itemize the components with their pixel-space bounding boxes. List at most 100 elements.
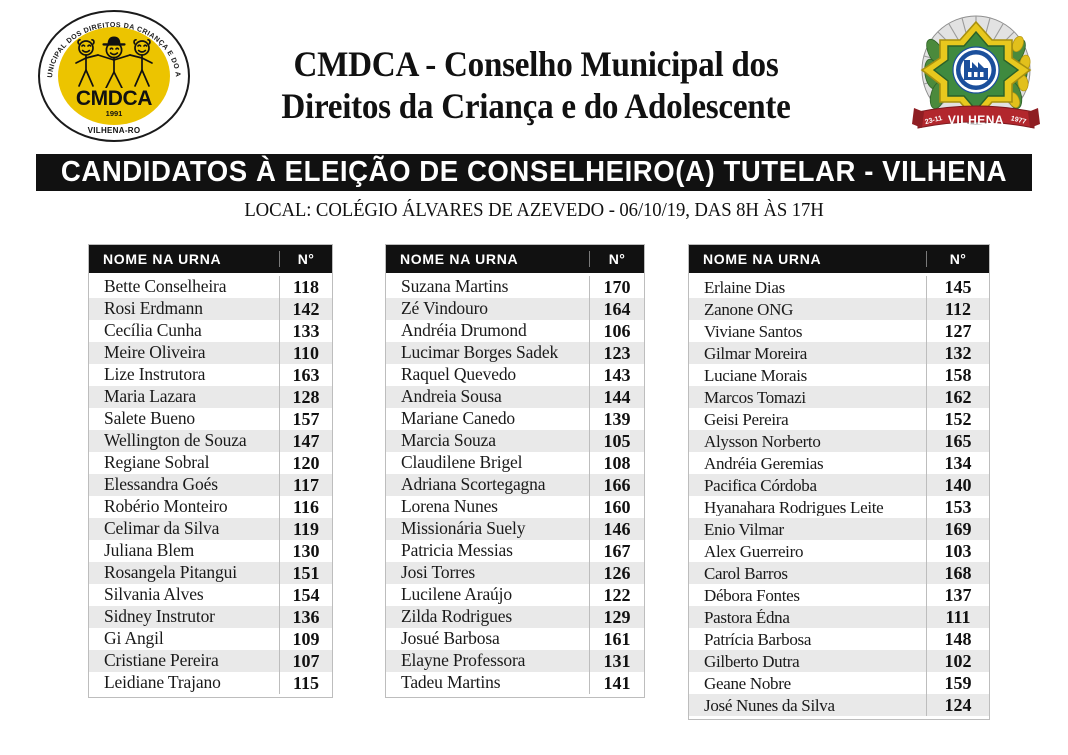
candidate-number: 116 <box>279 496 332 518</box>
poster-title: CMDCA - Conselho Municipal dos Direitos … <box>223 44 849 128</box>
candidate-number: 140 <box>926 474 989 496</box>
table-row: Alex Guerreiro 103 <box>689 540 989 562</box>
candidate-number: 161 <box>589 628 644 650</box>
candidate-number: 144 <box>589 386 644 408</box>
table-row: Geane Nobre 159 <box>689 672 989 694</box>
table-row: Mariane Canedo 139 <box>386 408 644 430</box>
table-row: Enio Vilmar 169 <box>689 518 989 540</box>
candidate-number: 168 <box>926 562 989 584</box>
candidate-number: 152 <box>926 408 989 430</box>
candidate-name: Débora Fontes <box>704 586 800 604</box>
table-row: Gilberto Dutra 102 <box>689 650 989 672</box>
vilhena-ribbon-date: 23-11 <box>924 115 943 126</box>
candidate-number: 148 <box>926 628 989 650</box>
candidate-number: 105 <box>589 430 644 452</box>
table-header-row: NOME NA URNA N° <box>689 245 989 273</box>
candidate-name: Josué Barbosa <box>401 630 500 648</box>
candidate-number: 137 <box>926 584 989 606</box>
candidate-name: Patrícia Barbosa <box>704 630 812 648</box>
candidate-table-2: NOME NA URNA N° Suzana Martins 170 Zé Vind… <box>385 244 645 698</box>
table-row: Maria Lazara 128 <box>89 386 332 408</box>
candidate-name: Hyanahara Rodrigues Leite <box>704 498 884 516</box>
cmdca-logo-year: 1991 <box>105 109 123 118</box>
candidate-number: 139 <box>589 408 644 430</box>
candidate-name: Pacifica Córdoba <box>704 476 817 494</box>
candidate-number: 151 <box>279 562 332 584</box>
candidate-number: 170 <box>589 276 644 298</box>
table-row: Josué Barbosa 161 <box>386 628 644 650</box>
candidate-name: Elessandra Goés <box>104 476 218 494</box>
candidate-name: Juliana Blem <box>104 542 195 560</box>
candidate-number: 128 <box>279 386 332 408</box>
table-body: Erlaine Dias 145 Zanone ONG 112 Viviane Sant… <box>689 273 989 719</box>
table-body: Suzana Martins 170 Zé Vindouro 164 Andréia D… <box>386 273 644 697</box>
table-row: Meire Oliveira 110 <box>89 342 332 364</box>
candidate-number: 165 <box>926 430 989 452</box>
table-row: Cristiane Pereira 107 <box>89 650 332 672</box>
candidate-name: Alex Guerreiro <box>704 542 804 560</box>
candidate-name: Lucilene Araújo <box>401 586 512 604</box>
candidate-number: 158 <box>926 364 989 386</box>
candidate-name: Carol Barros <box>704 564 788 582</box>
candidate-name: Gilberto Dutra <box>704 652 800 670</box>
table-row: Sidney Instrutor 136 <box>89 606 332 628</box>
candidate-number: 164 <box>589 298 644 320</box>
candidate-name: Viviane Santos <box>704 322 803 340</box>
candidate-name: Geane Nobre <box>704 674 791 692</box>
candidate-name: Rosi Erdmann <box>104 300 203 318</box>
candidate-number: 163 <box>279 364 332 386</box>
vilhena-coat-of-arms: VILHENA 23-11 1977 <box>906 8 1046 146</box>
candidate-name: Adriana Scortegagna <box>401 476 546 494</box>
table-row: Rosi Erdmann 142 <box>89 298 332 320</box>
candidate-name: Gilmar Moreira <box>704 344 807 362</box>
table-row: Celimar da Silva 119 <box>89 518 332 540</box>
table-row: Zilda Rodrigues 129 <box>386 606 644 628</box>
candidate-number: 154 <box>279 584 332 606</box>
table-row: Zanone ONG 112 <box>689 298 989 320</box>
table-row: Josi Torres 126 <box>386 562 644 584</box>
candidate-number: 122 <box>589 584 644 606</box>
poster-title-line-2: Direitos da Criança e do Adolescente <box>281 85 791 126</box>
banner: CANDIDATOS À ELEIÇÃO DE CONSELHEIRO(A) T… <box>36 154 1032 191</box>
table-row: Erlaine Dias 145 <box>689 276 989 298</box>
candidate-name: Gi Angil <box>104 630 164 648</box>
event-location-line: LOCAL: COLÉGIO ÁLVARES DE AZEVEDO - 06/1… <box>244 200 824 221</box>
candidate-number: 145 <box>926 276 989 298</box>
candidate-number: 142 <box>279 298 332 320</box>
table-row: Viviane Santos 127 <box>689 320 989 342</box>
candidate-name: Rosangela Pitangui <box>104 564 237 582</box>
table-row: Salete Bueno 157 <box>89 408 332 430</box>
column-header-name: NOME NA URNA <box>703 251 822 267</box>
column-header-number: N° <box>589 251 644 267</box>
candidate-name: Mariane Canedo <box>401 410 516 428</box>
candidate-table-1: NOME NA URNA N° Bette Conselheira 118 Rosi… <box>88 244 333 698</box>
candidate-name: Regiane Sobral <box>104 454 210 472</box>
table-row: Marcos Tomazi 162 <box>689 386 989 408</box>
candidate-name: Salete Bueno <box>104 410 196 428</box>
candidate-name: Zanone ONG <box>704 300 794 318</box>
candidate-number: 162 <box>926 386 989 408</box>
candidate-name: Cristiane Pereira <box>104 652 219 670</box>
candidate-name: Silvania Alves <box>104 586 204 604</box>
candidate-name: Wellington de Souza <box>104 432 247 450</box>
candidate-name: Patricia Messias <box>401 542 513 560</box>
table-row: Leidiane Trajano 115 <box>89 672 332 694</box>
candidate-name: Celimar da Silva <box>104 520 220 538</box>
candidate-name: Missionária Suely <box>401 520 526 538</box>
poster-header: CONSELHO MUNICIPAL DOS DIREITOS DA CRIAN… <box>0 0 1068 148</box>
candidate-number: 167 <box>589 540 644 562</box>
candidate-number: 136 <box>279 606 332 628</box>
column-header-number: N° <box>926 251 989 267</box>
table-row: Patrícia Barbosa 148 <box>689 628 989 650</box>
candidate-number: 124 <box>926 694 989 716</box>
candidate-number: 159 <box>926 672 989 694</box>
table-row: Andreia Sousa 144 <box>386 386 644 408</box>
table-row: Carol Barros 168 <box>689 562 989 584</box>
table-row: Zé Vindouro 164 <box>386 298 644 320</box>
candidate-name: Sidney Instrutor <box>104 608 215 626</box>
vilhena-coat-of-arms-icon: VILHENA 23-11 1977 <box>912 15 1040 129</box>
candidate-name: Suzana Martins <box>401 278 509 296</box>
candidate-name: Marcia Souza <box>401 432 496 450</box>
table-row: Raquel Quevedo 143 <box>386 364 644 386</box>
candidate-number: 103 <box>926 540 989 562</box>
